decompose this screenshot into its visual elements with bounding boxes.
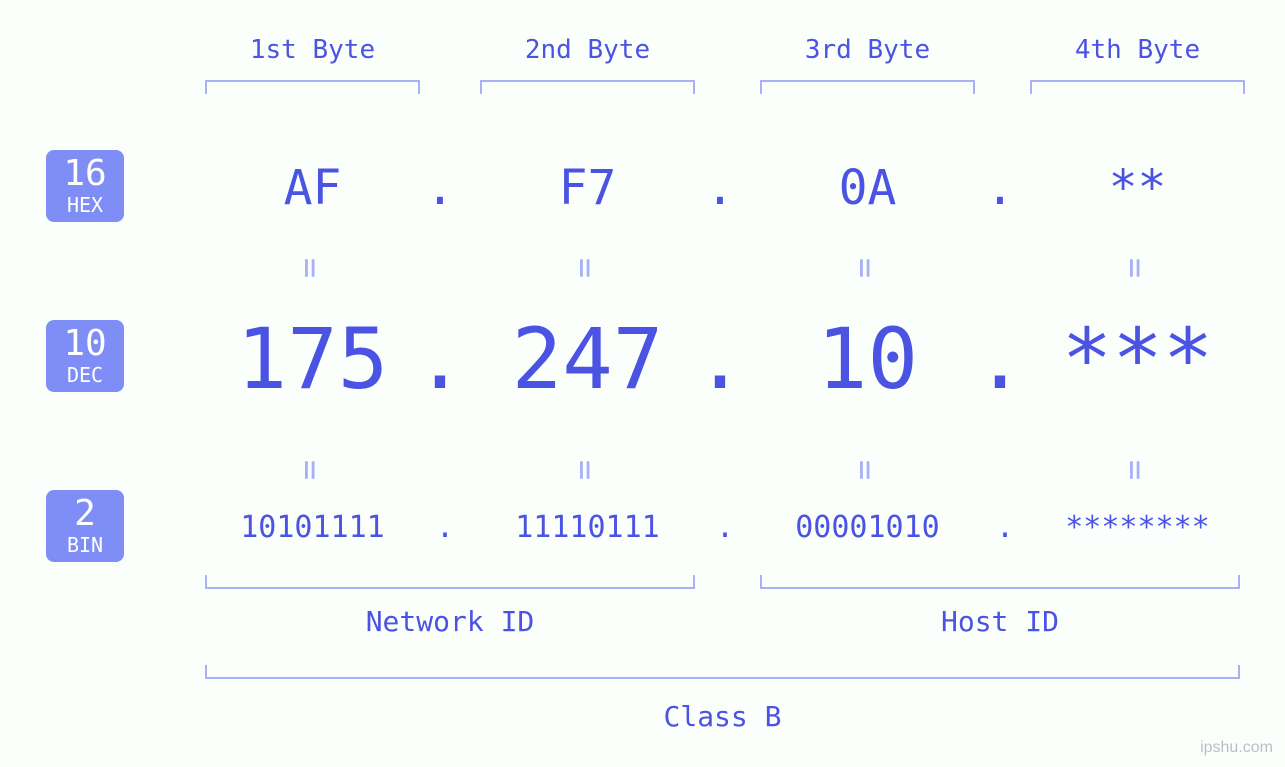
hex-dot-1: .	[400, 160, 480, 216]
hex-dot-3: .	[960, 160, 1040, 216]
byte-bracket-2	[480, 80, 695, 94]
class-bracket	[205, 665, 1240, 679]
host-id-label: Host ID	[760, 605, 1240, 638]
dec-byte-4: ***	[1030, 310, 1245, 408]
bin-byte-4: ********	[1020, 510, 1255, 545]
hex-badge-label: HEX	[46, 194, 124, 216]
hex-byte-4: **	[1030, 160, 1245, 216]
bin-dot-1: .	[415, 510, 475, 545]
dec-dot-2: .	[680, 310, 760, 408]
dec-badge-num: 10	[46, 326, 124, 362]
bin-byte-2: 11110111	[470, 510, 705, 545]
bin-badge-label: BIN	[46, 534, 124, 556]
hex-badge-num: 16	[46, 156, 124, 192]
byte-header-3: 3rd Byte	[760, 35, 975, 65]
dec-byte-3: 10	[760, 310, 975, 408]
equals-icon: =	[565, 460, 605, 480]
dec-badge: 10 DEC	[46, 320, 124, 392]
byte-bracket-3	[760, 80, 975, 94]
hex-byte-3: 0A	[760, 160, 975, 216]
dec-dot-1: .	[400, 310, 480, 408]
bin-dot-2: .	[695, 510, 755, 545]
byte-header-2: 2nd Byte	[480, 35, 695, 65]
hex-byte-2: F7	[480, 160, 695, 216]
hex-byte-1: AF	[205, 160, 420, 216]
network-id-bracket	[205, 575, 695, 589]
bin-byte-1: 10101111	[195, 510, 430, 545]
equals-icon: =	[290, 460, 330, 480]
dec-badge-label: DEC	[46, 364, 124, 386]
equals-icon: =	[1115, 258, 1155, 278]
network-id-label: Network ID	[205, 605, 695, 638]
bin-badge: 2 BIN	[46, 490, 124, 562]
dec-dot-3: .	[960, 310, 1040, 408]
equals-icon: =	[1115, 460, 1155, 480]
byte-bracket-1	[205, 80, 420, 94]
equals-icon: =	[845, 258, 885, 278]
equals-icon: =	[565, 258, 605, 278]
byte-bracket-4	[1030, 80, 1245, 94]
hex-badge: 16 HEX	[46, 150, 124, 222]
bin-byte-3: 00001010	[750, 510, 985, 545]
equals-icon: =	[290, 258, 330, 278]
watermark: ipshu.com	[1200, 739, 1273, 757]
class-label: Class B	[205, 700, 1240, 733]
host-id-bracket	[760, 575, 1240, 589]
dec-byte-2: 247	[480, 310, 695, 408]
hex-dot-2: .	[680, 160, 760, 216]
byte-header-1: 1st Byte	[205, 35, 420, 65]
bin-dot-3: .	[975, 510, 1035, 545]
bin-badge-num: 2	[46, 496, 124, 532]
byte-header-4: 4th Byte	[1030, 35, 1245, 65]
dec-byte-1: 175	[205, 310, 420, 408]
equals-icon: =	[845, 460, 885, 480]
